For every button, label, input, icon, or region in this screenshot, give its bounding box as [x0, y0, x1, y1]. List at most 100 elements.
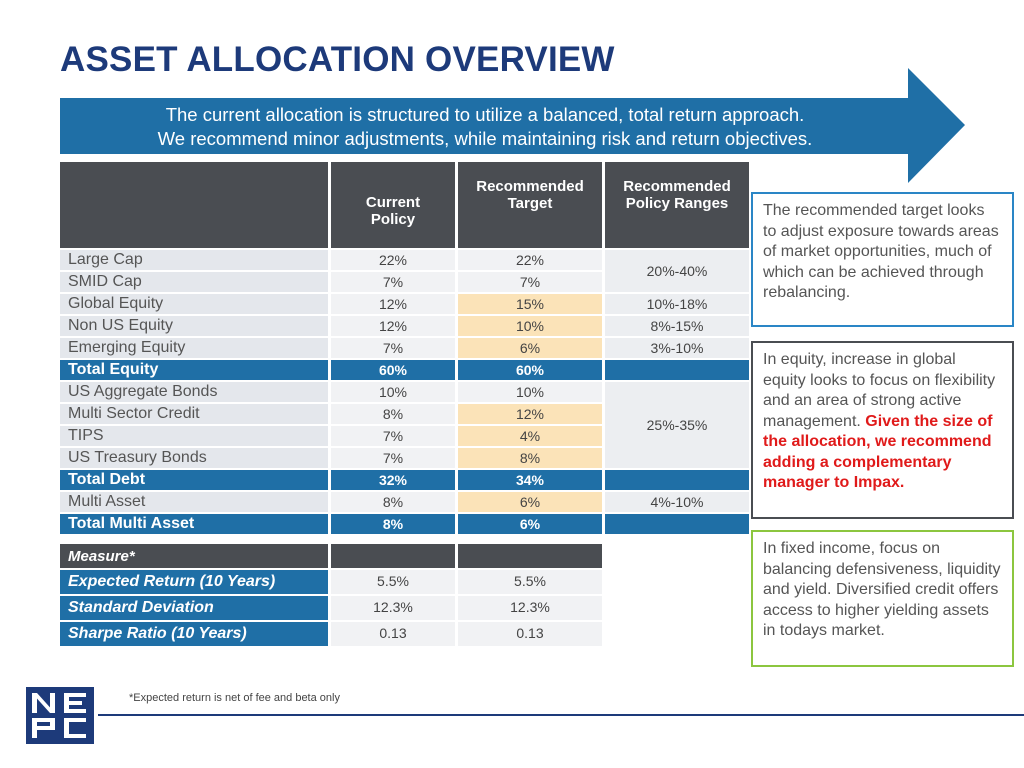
measure-row: Sharpe Ratio (10 Years) 0.13 0.13	[60, 622, 749, 646]
measure-current: 5.5%	[331, 570, 455, 594]
current-value: 7%	[331, 448, 455, 468]
range-value: 25%-35%	[605, 382, 749, 468]
current-value: 8%	[331, 404, 455, 424]
range-value: 4%-10%	[605, 492, 749, 512]
row-label: Multi Asset	[60, 492, 328, 512]
current-value: 7%	[331, 272, 455, 292]
measure-gap	[605, 570, 749, 594]
current-value: 10%	[331, 382, 455, 402]
target-value: 22%	[458, 250, 602, 270]
header-current-policy: Current Policy	[331, 162, 455, 248]
nepc-logo-icon	[26, 687, 94, 744]
current-value: 8%	[331, 514, 455, 534]
table-spacer	[60, 536, 749, 542]
header-recommended-ranges: Recommended Policy Ranges	[605, 162, 749, 248]
target-value-highlighted: 15%	[458, 294, 602, 314]
measure-header-gap	[605, 544, 749, 568]
row-label: SMID Cap	[60, 272, 328, 292]
target-value: 7%	[458, 272, 602, 292]
banner-line-2: We recommend minor adjustments, while ma…	[157, 128, 813, 149]
header-blank	[60, 162, 328, 248]
total-label: Total Equity	[60, 360, 328, 380]
table-row: Non US Equity 12% 10% 8%-15%	[60, 316, 749, 336]
header-recommended-target: Recommended Target	[458, 162, 602, 248]
range-empty	[605, 360, 749, 380]
measure-header-blank	[331, 544, 455, 568]
measure-target: 12.3%	[458, 596, 602, 620]
table-row: TIPS 7% 4%	[60, 426, 749, 446]
current-value: 12%	[331, 294, 455, 314]
table-header-row: Current Policy Recommended Target Recomm…	[60, 162, 749, 248]
target-value-highlighted: 6%	[458, 338, 602, 358]
target-value-highlighted: 8%	[458, 448, 602, 468]
target-value-highlighted: 12%	[458, 404, 602, 424]
current-value: 22%	[331, 250, 455, 270]
footnote: *Expected return is net of fee and beta …	[129, 692, 340, 704]
current-value: 8%	[331, 492, 455, 512]
measure-target: 0.13	[458, 622, 602, 646]
allocation-table: Current Policy Recommended Target Recomm…	[57, 160, 752, 648]
total-row: Total Equity 60% 60%	[60, 360, 749, 380]
measure-gap	[605, 622, 749, 646]
current-value: 7%	[331, 338, 455, 358]
measure-header-blank	[458, 544, 602, 568]
table-row: US Aggregate Bonds 10% 10% 25%-35%	[60, 382, 749, 468]
target-value: 34%	[458, 470, 602, 490]
table-row: Global Equity 12% 15% 10%-18%	[60, 294, 749, 314]
measure-row: Standard Deviation 12.3% 12.3%	[60, 596, 749, 620]
row-label: US Treasury Bonds	[60, 448, 328, 468]
current-value: 32%	[331, 470, 455, 490]
current-value: 60%	[331, 360, 455, 380]
total-row: Total Multi Asset 8% 6%	[60, 514, 749, 534]
total-label: Total Debt	[60, 470, 328, 490]
measure-header-row: Measure*	[60, 544, 749, 568]
note-box-rebalancing: The recommended target looks to adjust e…	[751, 192, 1014, 327]
range-value: 3%-10%	[605, 338, 749, 358]
note-box-equity: In equity, increase in global equity loo…	[751, 341, 1014, 519]
target-value-highlighted: 4%	[458, 426, 602, 446]
note-box-fixed-income: In fixed income, focus on balancing defe…	[751, 530, 1014, 667]
row-label: Multi Sector Credit	[60, 404, 328, 424]
row-label: US Aggregate Bonds	[60, 382, 328, 402]
total-label: Total Multi Asset	[60, 514, 328, 534]
banner-arrow-shape	[60, 68, 965, 183]
table-row: SMID Cap 7% 7%	[60, 272, 749, 292]
measure-label: Expected Return (10 Years)	[60, 570, 328, 594]
target-value: 6%	[458, 514, 602, 534]
row-label: TIPS	[60, 426, 328, 446]
footer-rule	[98, 714, 1024, 716]
target-value: 60%	[458, 360, 602, 380]
range-value: 20%-40%	[605, 250, 749, 292]
table-row: Emerging Equity 7% 6% 3%-10%	[60, 338, 749, 358]
range-value: 10%-18%	[605, 294, 749, 314]
target-value: 10%	[458, 382, 602, 402]
target-value-highlighted: 10%	[458, 316, 602, 336]
range-empty	[605, 514, 749, 534]
measure-current: 12.3%	[331, 596, 455, 620]
table-row: US Treasury Bonds 7% 8%	[60, 448, 749, 468]
table-row: Multi Asset 8% 6% 4%-10%	[60, 492, 749, 512]
current-value: 12%	[331, 316, 455, 336]
measure-label: Standard Deviation	[60, 596, 328, 620]
measure-header: Measure*	[60, 544, 328, 568]
total-row: Total Debt 32% 34%	[60, 470, 749, 490]
measure-row: Expected Return (10 Years) 5.5% 5.5%	[60, 570, 749, 594]
row-label: Emerging Equity	[60, 338, 328, 358]
row-label: Global Equity	[60, 294, 328, 314]
page-title: ASSET ALLOCATION OVERVIEW	[60, 40, 615, 79]
measure-label: Sharpe Ratio (10 Years)	[60, 622, 328, 646]
table-row: Large Cap 22% 22% 20%-40%	[60, 250, 749, 292]
row-label: Non US Equity	[60, 316, 328, 336]
range-value: 8%-15%	[605, 316, 749, 336]
current-value: 7%	[331, 426, 455, 446]
note-equity-text: In equity, increase in global equity loo…	[763, 351, 996, 430]
range-empty	[605, 470, 749, 490]
table-row: Multi Sector Credit 8% 12%	[60, 404, 749, 424]
note-equity-recommendation: Given the size of the allocation, we rec…	[763, 412, 993, 492]
row-label: Large Cap	[60, 250, 328, 270]
measure-target: 5.5%	[458, 570, 602, 594]
measure-gap	[605, 596, 749, 620]
banner-text: The current allocation is structured to …	[60, 98, 910, 156]
banner-line-1: The current allocation is structured to …	[165, 104, 805, 125]
banner-arrow	[60, 68, 965, 183]
